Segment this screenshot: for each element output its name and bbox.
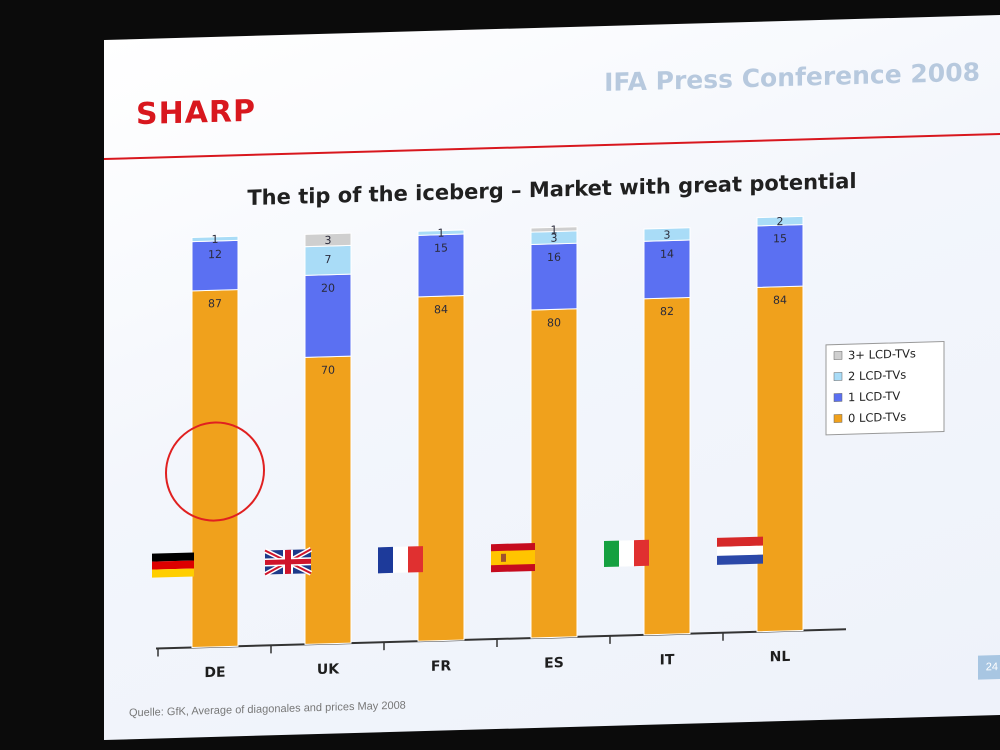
flag-stripe: [491, 549, 535, 566]
data-label: 82: [660, 305, 674, 318]
data-label: 20: [321, 282, 335, 295]
bar-segment-it-2: [643, 227, 691, 242]
flag-stripe: [717, 545, 763, 556]
highlight-circle: [165, 421, 265, 522]
data-label: 3: [551, 232, 558, 245]
legend-label: 0 LCD-TVs: [848, 410, 906, 426]
data-label: 84: [434, 303, 448, 316]
uk-flag: [263, 547, 313, 577]
legend-swatch: [833, 393, 843, 402]
legend-swatch: [833, 414, 843, 423]
category-label: FR: [431, 658, 452, 675]
bar-segment-uk-0: [304, 355, 352, 645]
flag-cross-red: [265, 558, 311, 566]
flag-stripe: [152, 552, 194, 562]
netherlands-flag: [717, 536, 763, 565]
data-label: 12: [208, 248, 222, 261]
flag-stripe: [152, 568, 194, 578]
data-label: 3: [325, 234, 332, 247]
flag-stripe: [393, 546, 408, 573]
bar-segment-uk-3: [304, 232, 352, 248]
data-label: 15: [434, 241, 448, 254]
data-label: 84: [773, 294, 787, 307]
flag-stripe: [619, 540, 634, 567]
data-label: 7: [325, 253, 332, 266]
flag-stripe: [604, 540, 619, 568]
bar-segment-it-0: [643, 296, 691, 636]
bar-segment-nl-2: [756, 215, 804, 227]
legend-label: 1 LCD-TV: [848, 389, 900, 404]
category-label: ES: [544, 655, 564, 672]
data-label: 87: [208, 297, 222, 310]
bar-segment-fr-0: [417, 295, 465, 642]
data-label: 3: [664, 228, 671, 241]
italy-flag: [604, 539, 649, 568]
flag-stripe: [408, 546, 423, 573]
presentation-slide: SHARP IFA Press Conference 2008 The tip …: [104, 14, 1000, 740]
flag-emblem: [501, 553, 506, 562]
stacked-bar-chart: 87121DE702073UK84151FR801631ES82143IT841…: [152, 215, 945, 682]
germany-flag: [152, 552, 194, 578]
category-label: UK: [317, 661, 340, 678]
bar-segment-de-2: [191, 235, 239, 243]
data-label: 2: [777, 215, 784, 228]
bar-segment-nl-0: [756, 285, 804, 633]
flag-stripe: [152, 560, 194, 570]
legend: 3+ LCD-TVs 2 LCD-TVs 1 LCD-TV 0 LCD-TVs: [825, 341, 945, 436]
flag-stripe: [717, 554, 763, 565]
data-label: 70: [321, 364, 335, 377]
data-label: 1: [212, 233, 219, 246]
flag-stripe: [634, 539, 649, 567]
data-label: 1: [551, 223, 558, 236]
bar-segment-es-0: [530, 308, 578, 639]
flag-stripe: [378, 546, 393, 574]
flag-stripe: [717, 536, 763, 547]
data-label: 14: [660, 247, 674, 260]
legend-label: 3+ LCD-TVs: [848, 346, 916, 362]
category-label: IT: [660, 652, 675, 668]
france-flag: [378, 546, 423, 574]
data-label: 80: [547, 316, 561, 329]
bar-segment-es-3: [530, 226, 578, 233]
x-axis-line: [156, 628, 846, 650]
spain-flag: [491, 542, 535, 573]
data-label: 15: [773, 232, 787, 245]
legend-label: 2 LCD-TVs: [848, 368, 906, 384]
category-label: DE: [204, 665, 225, 682]
legend-box: [825, 341, 945, 436]
bar-segment-fr-2: [417, 229, 465, 236]
page-number: 24: [978, 654, 1000, 680]
data-label: 1: [438, 227, 445, 240]
category-label: NL: [770, 649, 791, 666]
data-label: 16: [547, 251, 561, 264]
bar-segment-de-0: [191, 289, 239, 649]
legend-swatch: [833, 351, 843, 360]
legend-swatch: [833, 372, 843, 381]
